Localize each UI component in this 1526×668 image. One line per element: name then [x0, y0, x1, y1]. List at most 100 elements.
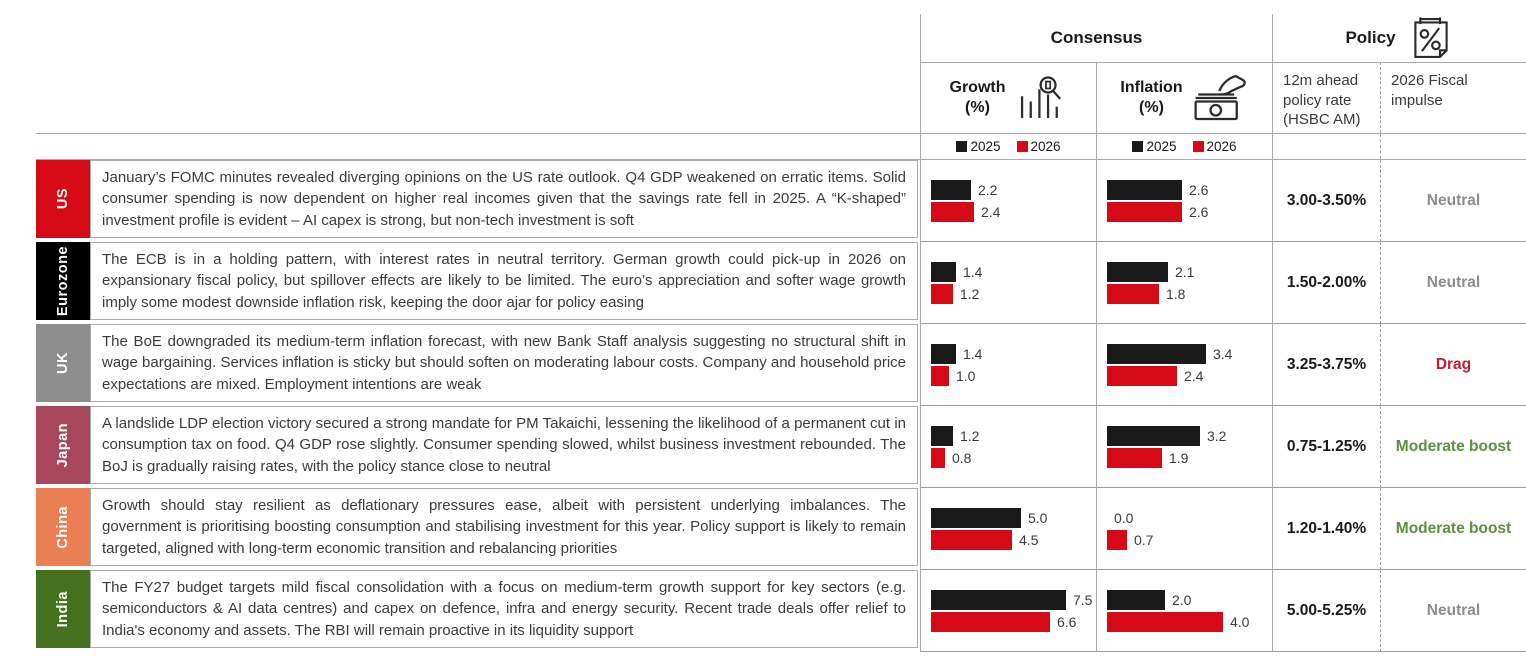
- growth-2025: 1.4: [931, 261, 1096, 282]
- inflation-2026-value: 1.9: [1169, 449, 1189, 466]
- growth-2026-bar: [931, 611, 1050, 632]
- table-body: US January’s FOMC minutes revealed diver…: [36, 160, 1526, 652]
- policy-rate-value: 5.00-5.25%: [1272, 570, 1380, 652]
- inflation-2025: 2.1: [1107, 261, 1272, 282]
- growth-2026-bar: [931, 283, 953, 304]
- hand-money-icon: [1193, 74, 1249, 122]
- table-row: India The FY27 budget targets mild fisca…: [36, 570, 1526, 652]
- growth-2026-value: 2.4: [981, 203, 1001, 220]
- header-row-groups: Consensus Policy: [36, 14, 1526, 62]
- growth-bar-chart: 1.4 1.0: [920, 324, 1096, 406]
- table-row: China Growth should stay resilient as de…: [36, 488, 1526, 570]
- inflation-2026: 2.4: [1107, 365, 1272, 386]
- region-label-block: Japan: [36, 406, 90, 484]
- legend-item-2025: 2025: [956, 139, 1001, 154]
- growth-2026-value: 1.2: [960, 285, 980, 302]
- inflation-2026: 0.7: [1107, 529, 1272, 550]
- growth-bar-chart: 5.0 4.5: [920, 488, 1096, 570]
- region-summary-cell: The ECB is in a holding pattern, with in…: [90, 242, 920, 324]
- growth-bar-chart: 1.2 0.8: [920, 406, 1096, 488]
- policy-rate-value: 3.00-3.50%: [1272, 160, 1380, 242]
- growth-2026: 2.4: [931, 201, 1096, 222]
- growth-2025: 1.4: [931, 343, 1096, 364]
- region-label: US: [55, 188, 71, 210]
- inflation-2026-value: 1.8: [1166, 285, 1186, 302]
- inflation-2026: 2.6: [1107, 201, 1272, 222]
- growth-2025: 7.5: [931, 589, 1096, 610]
- legend-left-spacer: [36, 134, 920, 159]
- legend-2026-label: 2026: [1206, 139, 1237, 154]
- growth-2026-value: 0.8: [952, 449, 972, 466]
- region-summary-panel: January’s FOMC minutes revealed divergin…: [90, 160, 918, 238]
- inflation-2026-bar: [1107, 447, 1162, 468]
- legend-swatch-2026: [1016, 141, 1028, 152]
- region-summary-text: Growth should stay resilient as deflatio…: [102, 496, 906, 557]
- inflation-unit-text: (%): [1139, 99, 1164, 116]
- legend-item-2025: 2025: [1132, 139, 1177, 154]
- growth-2026: 4.5: [931, 529, 1096, 550]
- consensus-group-header: Consensus: [920, 14, 1272, 62]
- growth-2025-bar: [931, 179, 971, 200]
- inflation-2026-bar: [1107, 611, 1223, 632]
- legend-item-2026: 2026: [1016, 139, 1061, 154]
- inflation-2025: 3.4: [1107, 343, 1272, 364]
- policy-group-header: Policy: [1272, 14, 1526, 62]
- policy-title: Policy: [1345, 28, 1396, 47]
- growth-2025-bar: [931, 425, 953, 446]
- growth-bar-chart: 2.2 2.4: [920, 160, 1096, 242]
- inflation-2025-value: 2.1: [1175, 263, 1195, 280]
- region-summary-text: A landslide LDP election victory secured…: [102, 414, 906, 475]
- inflation-bar-chart: 3.4 2.4: [1096, 324, 1272, 406]
- fiscal-column-header: 2026 Fiscal impulse: [1380, 62, 1526, 133]
- growth-legend: 2025 2026: [920, 134, 1096, 159]
- inflation-2026-value: 0.7: [1134, 531, 1154, 548]
- inflation-legend: 2025 2026: [1096, 134, 1272, 159]
- inflation-2026: 1.9: [1107, 447, 1272, 468]
- consensus-title: Consensus: [1050, 28, 1143, 47]
- policy-rate-value: 0.75-1.25%: [1272, 406, 1380, 488]
- growth-2025-value: 7.5: [1073, 591, 1093, 608]
- legend-row: 2025 2026 2025 2026: [36, 134, 1526, 160]
- inflation-2026-bar: [1107, 201, 1182, 222]
- table-row: Eurozone The ECB is in a holding pattern…: [36, 242, 1526, 324]
- region-label: Eurozone: [55, 245, 71, 317]
- inflation-2026-bar: [1107, 283, 1159, 304]
- fiscal-header-text: 2026 Fiscal impulse: [1391, 72, 1468, 109]
- inflation-bar-chart: 0.0 0.7: [1096, 488, 1272, 570]
- inflation-bar-chart: 2.0 4.0: [1096, 570, 1272, 652]
- growth-2025: 5.0: [931, 507, 1096, 528]
- inflation-column-header: Inflation (%): [1096, 62, 1272, 133]
- growth-2026-value: 6.6: [1057, 613, 1077, 630]
- legend-item-2026: 2026: [1192, 139, 1237, 154]
- region-summary-text: The ECB is in a holding pattern, with in…: [102, 250, 906, 311]
- growth-2025-bar: [931, 343, 956, 364]
- growth-2025-value: 2.2: [978, 181, 998, 198]
- inflation-2025-value: 3.2: [1207, 427, 1227, 444]
- growth-2026-bar: [931, 365, 949, 386]
- growth-column-header: Growth (%): [920, 62, 1096, 133]
- inflation-2025-bar: [1107, 425, 1200, 446]
- fiscal-impulse-value: Moderate boost: [1380, 488, 1526, 570]
- inflation-bar-chart: 2.6 2.6: [1096, 160, 1272, 242]
- inflation-2026-value: 2.4: [1184, 367, 1204, 384]
- growth-2025-value: 1.2: [960, 427, 980, 444]
- growth-label-text: Growth: [949, 79, 1006, 96]
- growth-label: Growth (%): [950, 78, 1006, 118]
- inflation-2026-value: 4.0: [1230, 613, 1250, 630]
- growth-2025-bar: [931, 589, 1066, 610]
- region-summary-panel: A landslide LDP election victory secured…: [90, 406, 918, 484]
- fiscal-impulse-value: Neutral: [1380, 570, 1526, 652]
- region-label: Japan: [55, 422, 71, 468]
- legend-swatch-2025: [1132, 141, 1144, 152]
- inflation-2025: 3.2: [1107, 425, 1272, 446]
- growth-2025-value: 5.0: [1028, 509, 1048, 526]
- inflation-2025-bar: [1107, 261, 1168, 282]
- legend-fiscal-fill: [1380, 134, 1526, 159]
- region-label-block: China: [36, 488, 90, 566]
- growth-2026-bar: [931, 529, 1012, 550]
- inflation-2025: 2.6: [1107, 179, 1272, 200]
- inflation-2025-value: 2.6: [1189, 181, 1209, 198]
- growth-2026-bar: [931, 201, 974, 222]
- growth-2026: 1.2: [931, 283, 1096, 304]
- region-label-block: UK: [36, 324, 90, 402]
